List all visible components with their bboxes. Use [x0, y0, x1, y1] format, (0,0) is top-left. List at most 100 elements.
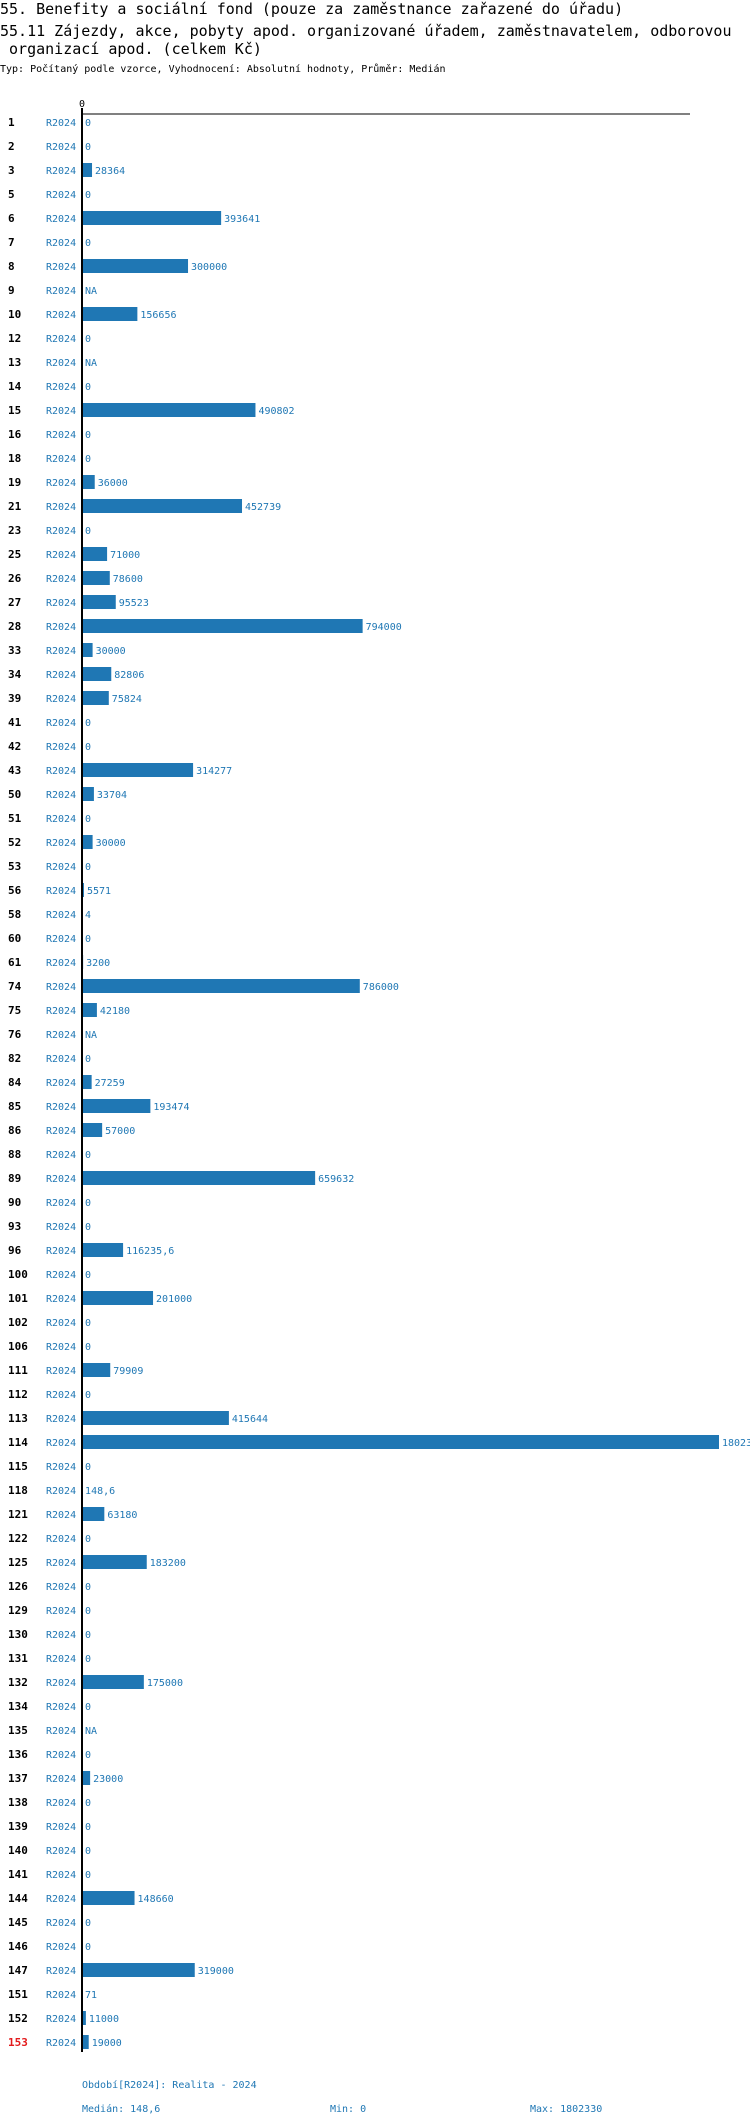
data-label: 75824 [112, 694, 142, 705]
series-label: R2024 [46, 262, 76, 273]
bar [82, 643, 93, 657]
row-id-label: 50 [8, 788, 21, 801]
bar [82, 619, 363, 633]
series-label: R2024 [46, 1966, 76, 1977]
data-label: 36000 [98, 478, 128, 489]
series-label: R2024 [46, 934, 76, 945]
data-label: 0 [85, 142, 91, 153]
bar [82, 1963, 195, 1977]
data-label: 5571 [87, 886, 111, 897]
series-label: R2024 [46, 526, 76, 537]
row-id-label: 147 [8, 1964, 28, 1977]
row-id-label: 14 [8, 380, 22, 393]
row-id-label: 140 [8, 1844, 28, 1857]
row-id-label: 96 [8, 1244, 22, 1257]
data-label: 0 [85, 1798, 91, 1809]
data-label: 0 [85, 742, 91, 753]
series-label: R2024 [46, 2038, 76, 2049]
row-id-label: 33 [8, 644, 21, 657]
row-id-label: 7 [8, 236, 15, 249]
series-label: R2024 [46, 310, 76, 321]
series-label: R2024 [46, 1462, 76, 1473]
series-label: R2024 [46, 1774, 76, 1785]
row-id-label: 52 [8, 836, 21, 849]
bar [82, 835, 93, 849]
bar [82, 1675, 144, 1689]
series-label: R2024 [46, 790, 76, 801]
row-id-label: 23 [8, 524, 21, 537]
series-label: R2024 [46, 406, 76, 417]
series-label: R2024 [46, 238, 76, 249]
series-label: R2024 [46, 1150, 76, 1161]
row-id-label: 100 [8, 1268, 28, 1281]
series-label: R2024 [46, 1702, 76, 1713]
data-label: 3200 [86, 958, 110, 969]
row-id-label: 28 [8, 620, 21, 633]
data-label: 0 [85, 1654, 91, 1665]
chart-subtitle: Typ: Počítaný podle vzorce, Vyhodnocení:… [0, 64, 446, 75]
bar [82, 787, 94, 801]
data-label: 0 [85, 1462, 91, 1473]
data-label: 201000 [156, 1294, 192, 1305]
row-id-label: 125 [8, 1556, 28, 1569]
row-id-label: 152 [8, 2012, 28, 2025]
series-label: R2024 [46, 1438, 76, 1449]
series-label: R2024 [46, 622, 76, 633]
series-label: R2024 [46, 478, 76, 489]
row-id-label: 111 [8, 1364, 28, 1377]
bar [82, 1123, 103, 1137]
row-id-label: 101 [8, 1292, 28, 1305]
row-id-label: 58 [8, 908, 21, 921]
data-label: 0 [85, 1750, 91, 1761]
row-id-label: 10 [8, 308, 21, 321]
row-id-label: 84 [8, 1076, 22, 1089]
row-id-label: 89 [8, 1172, 21, 1185]
data-label: 314277 [196, 766, 232, 777]
series-label: R2024 [46, 334, 76, 345]
series-label: R2024 [46, 1510, 76, 1521]
row-id-label: 56 [8, 884, 22, 897]
series-label: R2024 [46, 1654, 76, 1665]
bar [82, 1411, 229, 1425]
series-label: R2024 [46, 1894, 76, 1905]
data-label: 0 [85, 1390, 91, 1401]
data-label: 0 [85, 1054, 91, 1065]
series-label: R2024 [46, 1366, 76, 1377]
bar [82, 595, 116, 609]
bar [82, 2035, 89, 2049]
row-id-label: 115 [8, 1460, 28, 1473]
series-label: R2024 [46, 1198, 76, 1209]
series-label: R2024 [46, 1870, 76, 1881]
series-label: R2024 [46, 382, 76, 393]
data-label: 27259 [95, 1078, 125, 1089]
series-label: R2024 [46, 742, 76, 753]
bar [82, 259, 189, 273]
series-label: R2024 [46, 1750, 76, 1761]
row-id-label: 118 [8, 1484, 28, 1497]
bar [82, 403, 256, 417]
series-label: R2024 [46, 1270, 76, 1281]
series-label: R2024 [46, 1342, 76, 1353]
chart-title-line-3: organizací apod. (celkem Kč) [0, 40, 262, 58]
series-label: R2024 [46, 286, 76, 297]
data-label: 319000 [198, 1966, 234, 1977]
series-label: R2024 [46, 118, 76, 129]
data-label: 30000 [96, 838, 126, 849]
series-label: R2024 [46, 166, 76, 177]
data-label: 0 [85, 1222, 91, 1233]
data-label: NA [85, 358, 97, 369]
row-id-label: 114 [8, 1436, 28, 1449]
bar [82, 1099, 151, 1113]
bar [82, 211, 222, 225]
data-label: 0 [85, 862, 91, 873]
data-label: 0 [85, 814, 91, 825]
row-id-label: 102 [8, 1316, 28, 1329]
row-id-label: 53 [8, 860, 21, 873]
series-label: R2024 [46, 646, 76, 657]
series-label: R2024 [46, 838, 76, 849]
footer-median: Medián: 148,6 [82, 2104, 161, 2115]
series-label: R2024 [46, 2014, 76, 2025]
data-label: 0 [85, 430, 91, 441]
data-label: 42180 [100, 1006, 130, 1017]
axis-zero-label: 0 [79, 99, 85, 110]
